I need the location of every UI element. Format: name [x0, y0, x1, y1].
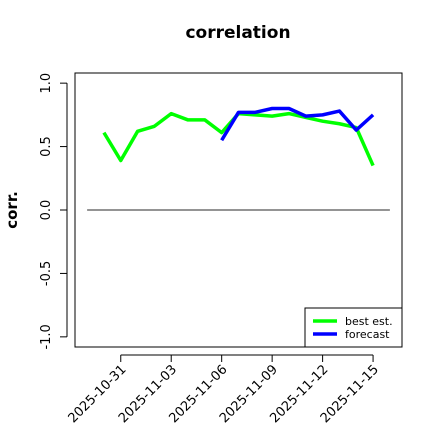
y-tick-label: 1.0: [39, 73, 54, 94]
y-tick-label: -1.0: [39, 324, 54, 349]
y-tick-label: 0.5: [39, 136, 54, 157]
series-line: [220, 106, 375, 142]
series-line: [102, 111, 375, 167]
chart-title: correlation: [185, 23, 290, 43]
plot-frame: [74, 72, 403, 348]
y-tick-label: -0.5: [39, 261, 54, 286]
legend-label: forecast: [345, 328, 390, 341]
y-tick-label: 0.0: [39, 200, 54, 221]
y-axis-label: corr.: [3, 191, 21, 229]
legend-box: [304, 307, 403, 348]
legend-label: best est.: [345, 315, 393, 328]
